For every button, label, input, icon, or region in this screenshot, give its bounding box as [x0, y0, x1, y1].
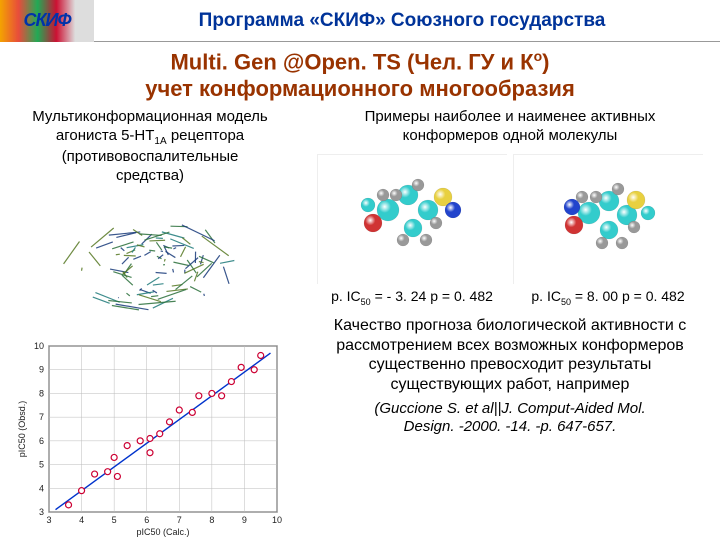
citation-l1: (Guccione S. et al||J. Comput-Aided Mol. [320, 400, 700, 418]
svg-text:8: 8 [39, 388, 44, 398]
svg-text:9: 9 [39, 365, 44, 375]
svg-text:pIC50 (Calc.): pIC50 (Calc.) [136, 527, 189, 537]
svg-text:3: 3 [46, 515, 51, 525]
scatter-chart: 3 4 5 6 7 8 9 10 3 4 5 6 7 8 9 10 pIC50 (Calc.) pIC50 (Ob… [15, 338, 285, 538]
conformer-right-caption: p. IC50 = 8. 00 p = 0. 482 [513, 288, 703, 307]
chart-svg: 3 4 5 6 7 8 9 10 3 4 5 6 7 8 9 10 pIC50 (Calc.) pIC50 (Ob… [15, 338, 285, 538]
svg-text:8: 8 [209, 515, 214, 525]
svg-text:10: 10 [272, 515, 282, 525]
skif-logo: СКИФ [0, 0, 94, 42]
svg-text:9: 9 [242, 515, 247, 525]
cr-pre: p. IC [531, 288, 561, 304]
molecule-figure [20, 194, 280, 334]
cr-mid: = 8. 00 p = 0. 482 [571, 288, 685, 304]
left-sub-l2-post: рецептора [167, 127, 244, 144]
svg-text:7: 7 [39, 412, 44, 422]
left-sub-l4: средства) [8, 167, 292, 186]
title-line1-sup: о [534, 48, 543, 64]
right-sub-l2: конформеров одной молекулы [308, 127, 712, 146]
svg-text:7: 7 [177, 515, 182, 525]
paragraph: Качество прогноза биологической активнос… [320, 316, 700, 394]
right-column: Примеры наиболее и наименее активных кон… [300, 108, 720, 538]
conformer-left: p. IC50 = - 3. 24 p = 0. 482 [317, 154, 507, 307]
right-sub-l1: Примеры наиболее и наименее активных [308, 108, 712, 127]
svg-text:10: 10 [34, 341, 44, 351]
conformer-right-fig [513, 154, 703, 284]
svg-text:6: 6 [144, 515, 149, 525]
title-line1-pre: Multi. Gen @Open. TS (Чел. ГУ и К [170, 49, 533, 74]
svg-text:5: 5 [39, 459, 44, 469]
header: СКИФ Программа «СКИФ» Союзного государст… [0, 0, 720, 42]
left-column: Мультиконформационная модель агониста 5-… [0, 108, 300, 538]
header-title: Программа «СКИФ» Союзного государства [94, 10, 720, 32]
left-sub-l2-pre: агониста 5-HT [56, 127, 155, 144]
cl-sub: 50 [361, 296, 371, 306]
svg-text:6: 6 [39, 436, 44, 446]
left-subtitle: Мультиконформационная модель агониста 5-… [8, 108, 292, 186]
columns: Мультиконформационная модель агониста 5-… [0, 108, 720, 538]
conformers-row: p. IC50 = - 3. 24 p = 0. 482 p. IC50 = 8… [308, 154, 712, 307]
left-sub-l2: агониста 5-HT1A рецептора [8, 127, 292, 149]
svg-text:4: 4 [79, 515, 84, 525]
conformer-left-caption: p. IC50 = - 3. 24 p = 0. 482 [317, 288, 507, 307]
conformer-right-svg [514, 155, 704, 285]
logo-text: СКИФ [23, 10, 70, 31]
title-line1: Multi. Gen @Open. TS (Чел. ГУ и Ко) [0, 48, 720, 76]
cl-mid: = - 3. 24 p = 0. 482 [371, 288, 493, 304]
molecule-svg [20, 194, 280, 334]
svg-text:4: 4 [39, 483, 44, 493]
conformer-left-svg [318, 155, 508, 285]
citation-l2: Design. -2000. -14. -p. 647‑657. [320, 418, 700, 436]
conformer-right: p. IC50 = 8. 00 p = 0. 482 [513, 154, 703, 307]
cl-pre: p. IC [331, 288, 361, 304]
title-line2: учет конформационного многообразия [0, 76, 720, 102]
main-title: Multi. Gen @Open. TS (Чел. ГУ и Ко) учет… [0, 48, 720, 102]
left-sub-l3: (противовоспалительные [8, 148, 292, 167]
title-line1-post: ) [542, 49, 549, 74]
conformer-left-fig [317, 154, 507, 284]
svg-text:3: 3 [39, 507, 44, 517]
cr-sub: 50 [561, 296, 571, 306]
svg-text:pIC50 (Obsd.): pIC50 (Obsd.) [17, 401, 27, 458]
left-sub-l1: Мультиконформационная модель [8, 108, 292, 127]
citation: (Guccione S. et al||J. Comput-Aided Mol.… [320, 400, 700, 436]
right-subtitle: Примеры наиболее и наименее активных кон… [308, 108, 712, 146]
left-sub-l2-sub: 1A [154, 136, 166, 147]
svg-text:5: 5 [112, 515, 117, 525]
